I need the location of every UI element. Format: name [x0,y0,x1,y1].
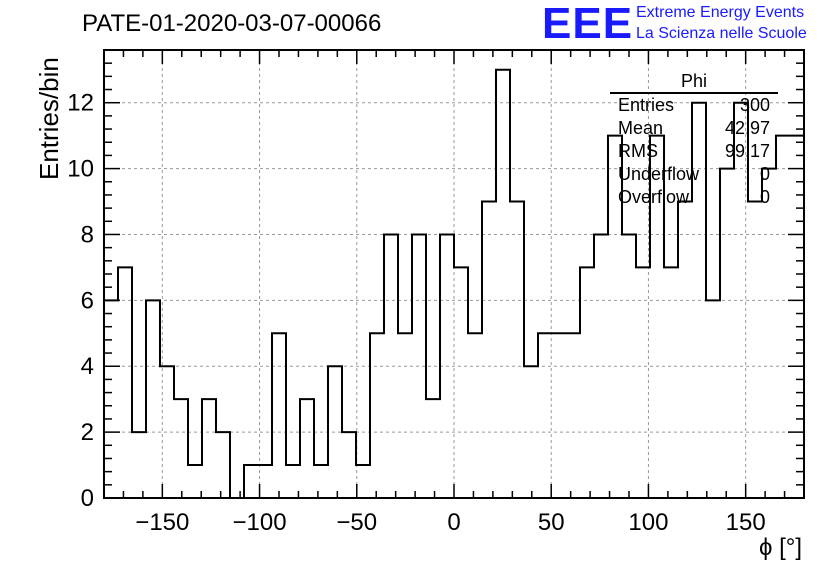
stats-value: 0 [759,164,770,184]
x-axis-label: ϕ [°] [758,534,802,561]
x-tick-label: −150 [135,509,189,536]
y-axis-label: Entries/bin [34,57,64,180]
org-name-line1: Extreme Energy Events [636,4,805,21]
axis-ticks [104,49,804,499]
y-tick-label: 2 [81,419,94,446]
stats-key: Mean [618,118,664,138]
stats-row-mean: Mean 42.97 [610,117,778,140]
y-tick-label: 12 [67,90,94,117]
stats-title: Phi [610,70,778,94]
y-tick-label: 4 [81,353,94,380]
eee-logo: EEE [542,0,634,48]
y-tick-label: 10 [67,156,94,183]
x-tick-label: −50 [336,509,377,536]
stats-key: RMS [618,141,658,161]
y-tick-label: 8 [81,221,94,248]
y-tick-label: 0 [81,485,94,512]
stats-key: Entries [618,95,675,115]
x-tick-label: 150 [726,509,766,536]
stats-value: 99.17 [724,141,770,161]
stats-key: Underflow [618,164,700,184]
chart-title: PATE-01-2020-03-07-00066 [82,10,382,37]
histogram-outline [104,68,804,499]
org-name-line2: La Scienza nelle Scuole [636,25,807,42]
tick-labels: −150 −100 −50 0 50 100 150 0 2 4 6 8 10 12 [67,90,765,536]
stats-row-entries: Entries 300 [610,94,778,117]
stats-box: Phi Entries 300 Mean 42.97 RMS 99.17 Und… [610,70,778,209]
stats-row-rms: RMS 99.17 [610,140,778,163]
x-tick-label: 50 [538,509,565,536]
stats-value: 300 [739,95,770,115]
x-tick-label: 0 [447,509,460,536]
stats-row-underflow: Underflow 0 [610,163,778,186]
stats-row-overflow: Overflow 0 [610,186,778,209]
histogram-series [104,68,804,499]
x-tick-label: −100 [233,509,287,536]
y-tick-label: 6 [81,287,94,314]
x-tick-label: 100 [628,509,668,536]
stats-value: 42.97 [724,118,770,138]
stats-key: Overflow [618,187,690,207]
stats-value: 0 [759,187,770,207]
